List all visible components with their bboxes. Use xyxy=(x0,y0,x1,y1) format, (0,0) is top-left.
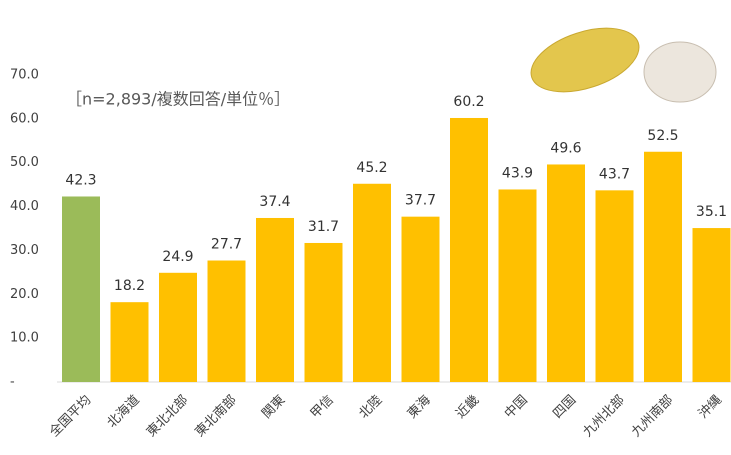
x-tick-label: 九州南部 xyxy=(628,392,676,440)
value-label: 37.4 xyxy=(259,194,290,210)
x-tick-label: 沖縄 xyxy=(696,393,725,422)
annotation: ［n=2,893/複数回答/単位％］ xyxy=(66,90,290,109)
x-tick-label: 九州北部 xyxy=(580,393,627,440)
value-label: 52.5 xyxy=(647,128,678,144)
x-tick-label: 近畿 xyxy=(453,393,482,422)
x-tick-label: 北海道 xyxy=(105,393,143,431)
x-tick-label: 北陸 xyxy=(356,392,386,422)
bar xyxy=(256,217,294,382)
x-tick-label: 甲信 xyxy=(308,393,337,422)
value-label: 27.7 xyxy=(211,237,242,253)
bar xyxy=(595,190,634,382)
potato-illustration xyxy=(530,27,717,103)
value-label: 43.9 xyxy=(502,165,533,181)
bar xyxy=(159,272,197,382)
value-label: 45.2 xyxy=(356,160,387,176)
y-tick-label: - xyxy=(10,375,15,390)
bar xyxy=(450,117,488,382)
x-tick-label: 関東 xyxy=(259,392,289,422)
bar xyxy=(547,164,585,382)
bar xyxy=(304,242,343,382)
value-label: 49.6 xyxy=(550,140,581,156)
value-label: 60.2 xyxy=(453,94,484,110)
bar xyxy=(644,151,682,382)
value-label: 31.7 xyxy=(308,219,339,235)
y-tick-label: 70.0 xyxy=(10,68,39,83)
y-tick-label: 10.0 xyxy=(10,331,39,346)
bar xyxy=(62,196,100,382)
value-label: 37.7 xyxy=(405,193,436,209)
bar xyxy=(692,228,731,382)
x-tick-label: 中国 xyxy=(502,393,531,422)
bar xyxy=(207,260,246,382)
x-tick-label: 四国 xyxy=(550,393,579,422)
x-tick-label: 東北北部 xyxy=(143,392,191,440)
y-tick-label: 20.0 xyxy=(10,287,39,302)
bar xyxy=(401,216,440,382)
bar xyxy=(110,302,149,382)
bar xyxy=(498,189,537,382)
bar xyxy=(353,183,391,382)
y-tick-label: 60.0 xyxy=(10,111,39,126)
y-tick-label: 50.0 xyxy=(10,155,39,170)
x-tick-label: 東北南部 xyxy=(192,392,240,440)
value-label: 42.3 xyxy=(65,172,96,188)
value-label: 18.2 xyxy=(114,278,145,294)
value-label: 35.1 xyxy=(696,204,727,220)
x-tick-label: 東海 xyxy=(404,392,434,422)
y-tick-label: 30.0 xyxy=(10,243,39,258)
y-tick-label: 40.0 xyxy=(10,199,39,214)
value-label: 24.9 xyxy=(162,249,193,265)
value-label: 43.7 xyxy=(599,166,630,182)
x-tick-label: 全国平均 xyxy=(46,392,94,440)
